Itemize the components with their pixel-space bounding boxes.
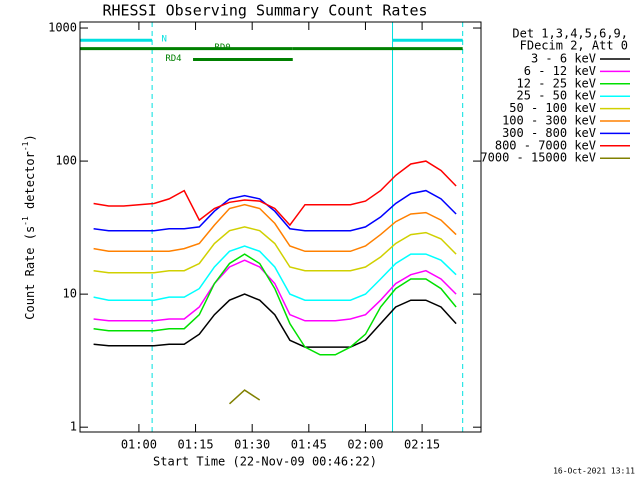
series-line	[93, 253, 457, 356]
legend-label: 50 - 100 keV	[509, 101, 596, 115]
series-line	[93, 226, 457, 274]
x-tick-label: 01:00	[121, 438, 157, 452]
series-line	[228, 389, 261, 405]
plot-frame	[79, 21, 482, 433]
legend-label: 3 - 6 keV	[531, 52, 596, 66]
y-label-superscript: -1	[21, 141, 30, 151]
series-line	[93, 293, 457, 348]
y-label-part: )	[23, 134, 37, 141]
legend-label: 300 - 800 keV	[502, 126, 596, 140]
series-line	[93, 245, 457, 301]
y-tick-label: 1000	[48, 21, 77, 35]
y-tick-label: 10	[63, 287, 77, 301]
legend-label: 7000 - 15000 keV	[480, 151, 596, 165]
x-tick-label: 01:30	[234, 438, 270, 452]
series-line	[93, 189, 457, 232]
timestamp: 16-Oct-2021 13:11	[553, 467, 635, 476]
y-axis-label: Count Rate (s-1 detector-1)	[21, 134, 37, 319]
legend-header: Det 1,3,4,5,6,9,	[512, 27, 628, 41]
x-tick-label: 01:15	[177, 438, 213, 452]
chart-title: RHESSI Observing Summary Count Rates	[102, 2, 427, 20]
x-tick-label: 02:15	[404, 438, 440, 452]
legend-label: 25 - 50 keV	[517, 89, 596, 103]
y-label-part: detector	[23, 151, 37, 216]
x-tick-label: 02:00	[347, 438, 383, 452]
y-tick-label: 100	[55, 154, 77, 168]
legend-label: 100 - 300 keV	[502, 114, 596, 128]
series-line	[93, 203, 457, 253]
legend-label: 800 - 7000 keV	[495, 138, 596, 152]
legend-label: 6 - 12 keV	[524, 64, 596, 78]
series-line	[93, 259, 457, 322]
y-label-part: Count Rate (s	[23, 226, 37, 320]
y-label-superscript: -1	[21, 216, 30, 226]
x-tick-label: 01:45	[291, 438, 327, 452]
x-axis-label: Start Time (22-Nov-09 00:46:22)	[153, 455, 377, 469]
state-label: N	[162, 35, 167, 45]
legend-label: 12 - 25 keV	[517, 76, 596, 90]
state-label: RD0	[214, 43, 230, 53]
y-tick-label: 1	[70, 420, 77, 434]
state-label: RD4	[165, 54, 181, 64]
legend-header: FDecim 2, Att 0	[520, 39, 628, 53]
series-line	[93, 160, 457, 227]
